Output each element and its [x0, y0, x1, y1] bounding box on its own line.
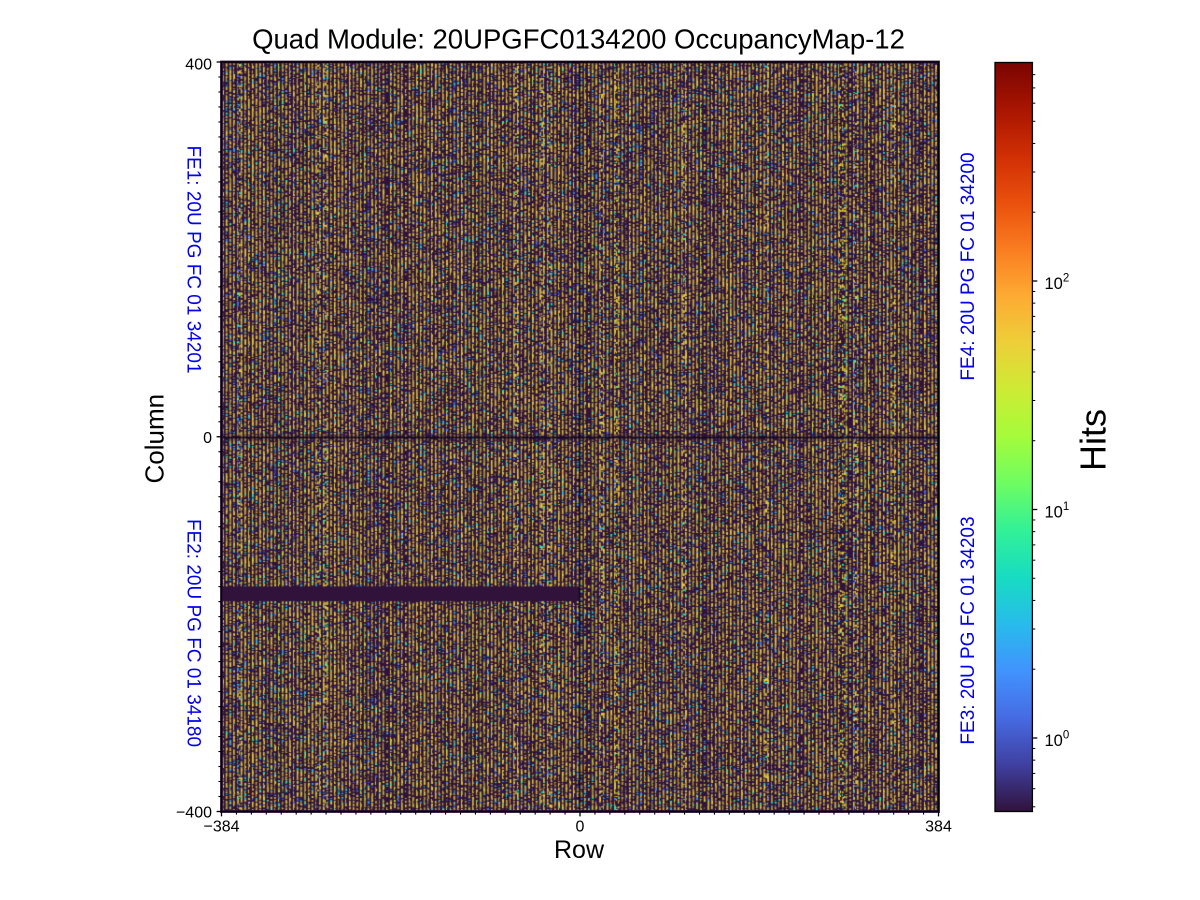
- svg-text:Hits: Hits: [1073, 409, 1114, 471]
- svg-text:FE3: 20U PG FC 01 34203: FE3: 20U PG FC 01 34203: [958, 516, 979, 744]
- svg-text:0: 0: [203, 430, 212, 447]
- svg-text:101: 101: [1045, 501, 1070, 522]
- svg-text:384: 384: [925, 819, 952, 836]
- svg-text:Column: Column: [140, 394, 170, 484]
- svg-text:−400: −400: [176, 805, 212, 822]
- svg-text:102: 102: [1045, 273, 1070, 294]
- svg-text:FE4: 20U PG FC 01 34200: FE4: 20U PG FC 01 34200: [958, 152, 979, 380]
- svg-text:400: 400: [185, 57, 212, 74]
- svg-text:Row: Row: [554, 836, 605, 864]
- svg-text:0: 0: [576, 819, 585, 836]
- svg-text:−384: −384: [203, 819, 239, 836]
- svg-text:100: 100: [1045, 730, 1070, 751]
- svg-text:FE1: 20U PG FC 01 34201: FE1: 20U PG FC 01 34201: [183, 145, 204, 373]
- svg-text:Quad Module: 20UPGFC0134200 Oc: Quad Module: 20UPGFC0134200 OccupancyMap…: [252, 24, 905, 55]
- svg-text:FE2: 20U PG FC 01 34180: FE2: 20U PG FC 01 34180: [183, 519, 204, 747]
